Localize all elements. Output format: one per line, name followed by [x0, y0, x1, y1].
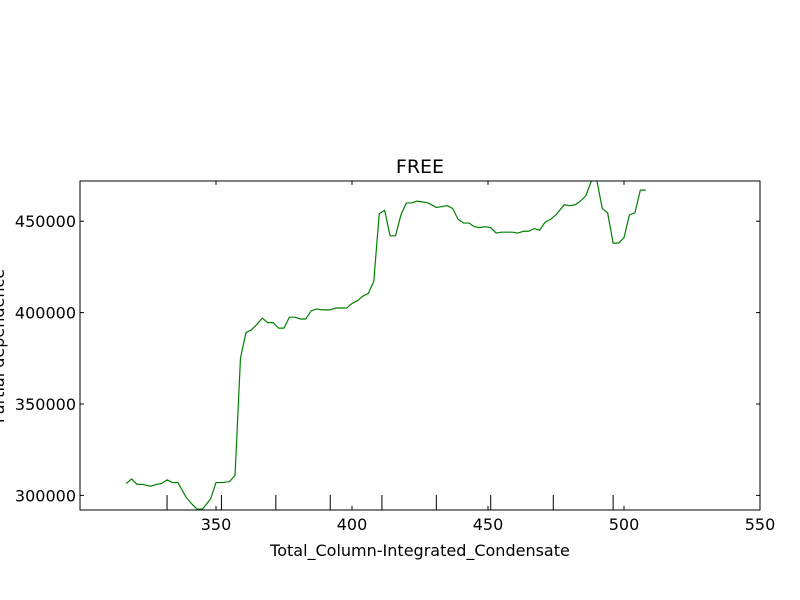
- x-tick-label: 500: [609, 515, 640, 534]
- chart-title: FREE: [396, 156, 444, 178]
- x-tick-label: 350: [201, 515, 232, 534]
- y-axis-label: Partial dependence: [0, 269, 8, 423]
- y-tick-label: 350000: [15, 395, 76, 414]
- plot-frame: [79, 180, 761, 511]
- y-tick-label: 300000: [15, 486, 76, 505]
- series-line-0: [125, 181, 646, 510]
- y-tick-label: 450000: [15, 212, 76, 231]
- rug-marks: [166, 495, 614, 510]
- y-axis-ticks: 300000 350000 400000 450000: [15, 212, 760, 505]
- x-tick-label: 400: [337, 515, 368, 534]
- x-axis-ticks: 350 400 450 500 550: [201, 181, 776, 534]
- x-tick-label: 550: [745, 515, 776, 534]
- plot-area: [125, 181, 646, 510]
- x-tick-label: 450: [473, 515, 504, 534]
- y-tick-label: 400000: [15, 304, 76, 323]
- x-axis-label: Total_Column-Integrated_Condensate: [269, 541, 570, 561]
